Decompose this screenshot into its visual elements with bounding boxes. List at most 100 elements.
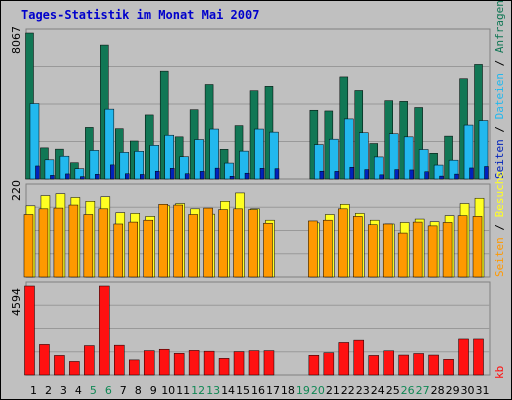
bar-dateien-day-4 — [74, 168, 85, 180]
bar-seiten-day-4 — [80, 176, 85, 180]
bar-seiten-day-9 — [143, 219, 153, 278]
bar-kb-day-15 — [233, 351, 245, 376]
bar-seiten-day-28 — [427, 225, 438, 278]
x-tick-label-day-6: 6 — [105, 384, 112, 397]
bar-seiten-day-13 — [214, 167, 220, 180]
bar-anfragen-day-10 — [159, 70, 169, 180]
bar-seiten-day-11 — [173, 204, 183, 278]
bar-kb-day-30 — [458, 338, 469, 376]
bar-seiten-day-1 — [35, 165, 40, 180]
bottom-legend: kb — [493, 366, 506, 379]
bar-dateien-day-3 — [59, 155, 70, 180]
legend-entry: Dateien — [493, 73, 506, 119]
bar-kb-day-12 — [188, 350, 200, 376]
bar-seiten-day-26 — [397, 232, 408, 278]
bar-seiten-day-4 — [68, 204, 79, 278]
x-tick-label-day-11: 11 — [176, 384, 190, 397]
bar-seiten-day-14 — [229, 176, 235, 180]
bar-seiten-day-13 — [203, 207, 213, 278]
bar-dateien-day-23 — [359, 132, 369, 180]
x-tick-label-day-16: 16 — [251, 384, 265, 397]
x-tick-label-day-25: 25 — [386, 384, 400, 397]
bar-kb-day-1 — [24, 285, 35, 376]
bar-kb-day-24 — [368, 355, 379, 376]
bar-seiten-day-6 — [98, 208, 109, 278]
bar-seiten-day-29 — [454, 173, 459, 180]
bar-seiten-day-14 — [218, 209, 228, 278]
bar-kb-day-25 — [383, 350, 394, 376]
bar-kb-day-5 — [84, 345, 95, 376]
bar-anfragen-day-29 — [444, 135, 453, 180]
bar-dateien-day-8 — [134, 151, 145, 180]
bar-kb-day-23 — [353, 339, 365, 376]
bar-dateien-day-6 — [104, 108, 115, 180]
legend-entry: Seiten — [493, 237, 506, 277]
bar-kb-day-8 — [129, 359, 140, 376]
x-tick-label-day-4: 4 — [75, 384, 82, 397]
bar-seiten-day-25 — [382, 223, 393, 278]
bar-dateien-day-27 — [418, 149, 429, 180]
bar-seiten-day-10 — [158, 204, 168, 278]
bar-kb-day-6 — [99, 285, 110, 376]
bar-seiten-day-7 — [125, 173, 130, 180]
bar-seiten-day-31 — [484, 166, 489, 180]
x-tick-label-day-17: 17 — [266, 384, 280, 397]
bar-dateien-day-26 — [403, 136, 414, 180]
top-legend: Seiten / Dateien / Anfragen — [493, 1, 506, 179]
bar-seiten-day-20 — [319, 170, 325, 180]
bar-dateien-day-2 — [44, 159, 55, 180]
bar-dateien-day-17 — [269, 131, 279, 180]
bar-seiten-day-28 — [439, 175, 444, 180]
bar-seiten-day-5 — [95, 174, 100, 180]
x-tick-label-day-15: 15 — [236, 384, 250, 397]
bar-seiten-day-2 — [50, 175, 55, 180]
x-tick-label-day-31: 31 — [476, 384, 490, 397]
bar-kb-day-13 — [203, 350, 215, 376]
bar-kb-day-22 — [338, 342, 350, 376]
legend-entry: Seiten — [493, 139, 506, 179]
bar-seiten-day-1 — [23, 214, 34, 278]
bar-dateien-day-9 — [149, 145, 159, 180]
bar-seiten-day-31 — [472, 216, 483, 278]
bar-seiten-day-5 — [83, 214, 94, 278]
x-tick-label-day-29: 29 — [446, 384, 460, 397]
x-tick-label-day-5: 5 — [90, 384, 97, 397]
bar-seiten-day-23 — [364, 169, 370, 180]
bar-seiten-day-6 — [110, 164, 115, 180]
bar-seiten-day-11 — [184, 173, 190, 180]
bar-seiten-day-27 — [412, 221, 423, 278]
x-tick-label-day-13: 13 — [206, 384, 220, 397]
x-tick-label-day-10: 10 — [161, 384, 175, 397]
x-tick-label-day-2: 2 — [45, 384, 52, 397]
bar-seiten-day-9 — [154, 170, 160, 180]
bar-dateien-day-5 — [89, 150, 100, 180]
bar-kb-day-17 — [263, 350, 275, 376]
bar-dateien-day-21 — [329, 138, 339, 180]
bar-seiten-day-30 — [469, 167, 474, 180]
x-tick-label-day-28: 28 — [431, 384, 445, 397]
bar-kb-day-26 — [398, 354, 409, 376]
x-tick-label-day-18: 18 — [281, 384, 295, 397]
x-tick-label-day-14: 14 — [221, 384, 235, 397]
bar-seiten-day-12 — [199, 171, 205, 180]
bar-dateien-day-31 — [478, 120, 489, 180]
x-tick-label-day-23: 23 — [356, 384, 370, 397]
middle-legend: Seiten / Besuche — [493, 171, 506, 277]
legend-entry: / — [493, 53, 506, 73]
bar-dateien-day-20 — [314, 144, 324, 180]
bar-kb-day-3 — [54, 355, 65, 376]
legend-entry: Anfragen — [493, 1, 506, 53]
bar-dateien-day-14 — [224, 162, 234, 180]
x-tick-label-day-3: 3 — [60, 384, 67, 397]
x-tick-label-day-8: 8 — [135, 384, 142, 397]
bar-seiten-day-3 — [65, 173, 70, 180]
bar-seiten-day-22 — [338, 208, 348, 278]
bar-seiten-day-15 — [233, 208, 243, 278]
bar-seiten-day-16 — [259, 168, 265, 180]
bar-dateien-day-29 — [448, 159, 459, 180]
bar-kb-day-9 — [143, 350, 155, 376]
bar-seiten-day-7 — [113, 223, 124, 278]
bar-kb-day-7 — [114, 344, 125, 376]
bar-dateien-day-16 — [254, 128, 264, 180]
bar-seiten-day-3 — [53, 207, 64, 278]
